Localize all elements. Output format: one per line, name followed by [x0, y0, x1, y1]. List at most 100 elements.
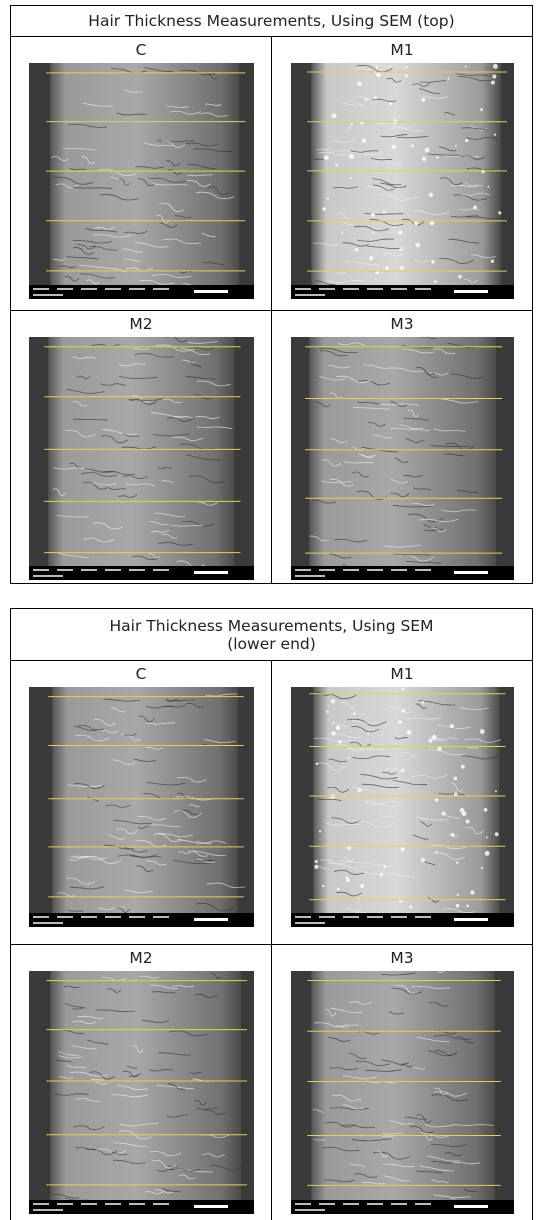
texture [349, 154, 354, 159]
hair [311, 63, 501, 285]
info-text [105, 569, 121, 571]
info-text [391, 916, 407, 918]
texture [375, 66, 377, 68]
texture [331, 731, 335, 735]
hair [309, 337, 496, 566]
info-text [57, 916, 73, 918]
info-text [129, 916, 145, 918]
sem-image [29, 971, 254, 1214]
texture [348, 127, 350, 129]
hair [313, 687, 499, 913]
texture [370, 213, 374, 217]
texture [449, 724, 453, 728]
texture [336, 887, 339, 890]
texture [431, 735, 436, 740]
table-cell: M2 [11, 311, 271, 583]
texture [361, 139, 365, 143]
texture [367, 732, 369, 734]
texture [441, 812, 445, 816]
info-text [367, 288, 383, 290]
texture [490, 260, 493, 263]
info-text [295, 916, 311, 918]
info-text [295, 575, 325, 577]
texture [375, 270, 379, 274]
texture [473, 206, 477, 210]
texture [318, 830, 320, 832]
texture [493, 133, 495, 135]
texture [406, 730, 411, 735]
sample-label: M2 [129, 311, 152, 337]
texture [456, 861, 458, 863]
scale-bar [454, 290, 488, 293]
info-text [33, 922, 63, 924]
info-text [33, 1209, 63, 1211]
info-text [415, 916, 431, 918]
sem-image [291, 971, 514, 1214]
info-text [415, 288, 431, 290]
texture [494, 832, 498, 836]
texture [402, 247, 404, 249]
texture [494, 790, 496, 792]
sem-image [291, 337, 514, 580]
texture [434, 280, 437, 283]
info-text [153, 1203, 169, 1205]
texture [335, 726, 339, 730]
texture [465, 820, 469, 824]
info-text [105, 916, 121, 918]
scale-bar [194, 290, 228, 293]
table-cell: M3 [271, 945, 532, 1220]
scale-bar [454, 1205, 488, 1208]
table-row: C M1 [11, 37, 532, 311]
texture [464, 139, 467, 142]
info-text [295, 294, 325, 296]
texture [421, 98, 425, 102]
texture [401, 688, 404, 691]
texture [436, 156, 438, 158]
texture [376, 73, 380, 77]
texture [357, 81, 362, 86]
texture [383, 865, 386, 868]
info-text [415, 569, 431, 571]
info-text [295, 922, 325, 924]
sem-image [291, 63, 514, 299]
info-text [343, 916, 359, 918]
texture [399, 248, 402, 251]
texture [447, 77, 449, 79]
texture [456, 894, 458, 896]
texture [454, 145, 456, 147]
info-text [391, 569, 407, 571]
texture [330, 699, 334, 703]
info-text [295, 1203, 311, 1205]
table-row: M2 M3 [11, 311, 532, 583]
scale-bar [454, 918, 488, 921]
texture [322, 207, 326, 211]
texture [459, 808, 464, 813]
texture [400, 266, 404, 270]
sem-image [29, 687, 254, 927]
info-text [367, 569, 383, 571]
texture [435, 798, 439, 802]
info-text [57, 1203, 73, 1205]
sample-label: M3 [390, 311, 413, 337]
texture [411, 144, 414, 147]
info-text [295, 569, 311, 571]
table-title: Hair Thickness Measurements, Using SEM (… [11, 6, 532, 37]
texture [400, 769, 404, 773]
info-text [81, 916, 97, 918]
texture [347, 757, 349, 759]
texture [464, 66, 466, 68]
texture [400, 847, 404, 851]
info-text [33, 1203, 49, 1205]
title-line: Hair Thickness Measurements, Using SEM [11, 617, 532, 635]
sem-table: Hair Thickness Measurements, Using SEM (… [10, 608, 533, 1220]
texture [450, 833, 454, 837]
info-text [81, 569, 97, 571]
texture [492, 74, 496, 78]
table-cell: M1 [271, 661, 532, 944]
texture [369, 256, 373, 260]
sem-image [29, 337, 254, 580]
info-text [33, 575, 63, 577]
hair [50, 63, 239, 285]
texture [357, 788, 361, 792]
texture [480, 108, 483, 111]
